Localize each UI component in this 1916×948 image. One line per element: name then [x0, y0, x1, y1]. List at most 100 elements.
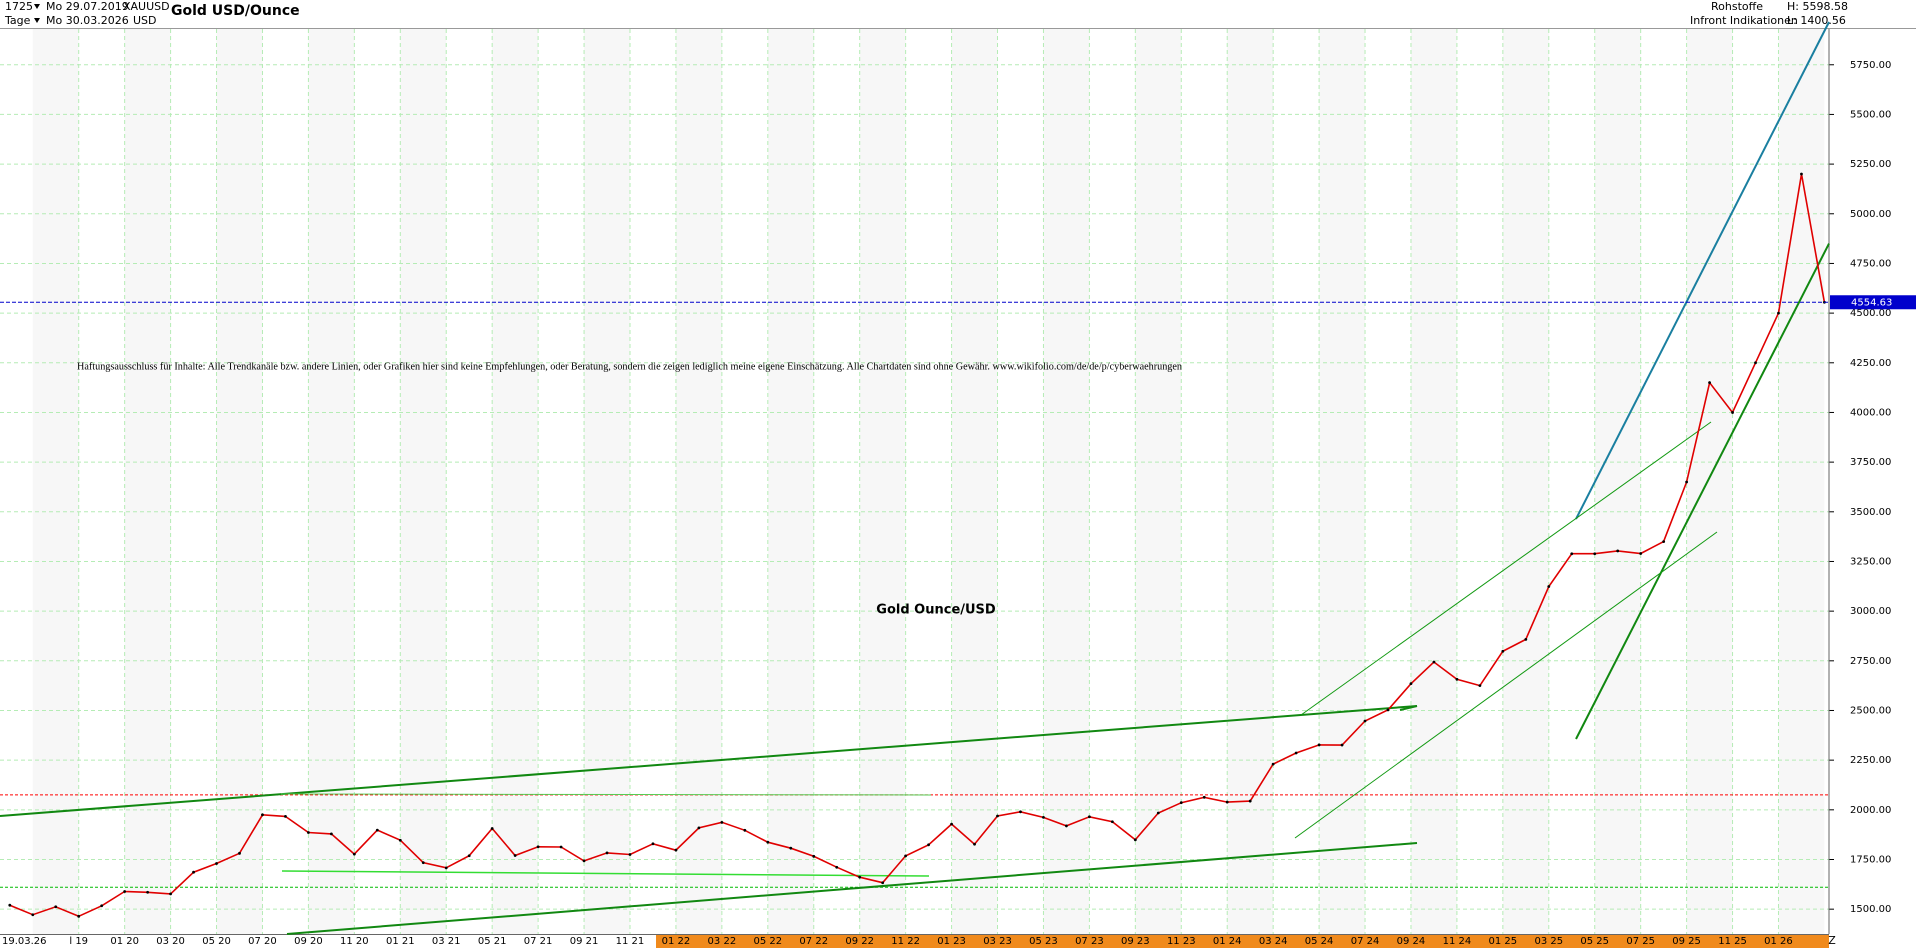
price-point — [490, 827, 494, 830]
trend-line — [280, 793, 932, 796]
price-point — [1156, 811, 1160, 815]
price-point — [421, 861, 425, 865]
price-point — [1179, 801, 1183, 805]
price-point — [1685, 480, 1689, 484]
count: 1725 — [5, 0, 33, 13]
price-point — [1800, 172, 1803, 176]
price-point — [513, 854, 517, 857]
price-point — [1455, 677, 1459, 681]
trend-line — [1294, 531, 1718, 839]
x-tick-label: 05 20 — [202, 936, 231, 947]
trend-line — [1575, 21, 1830, 520]
band — [124, 29, 171, 934]
x-tick-label: 01 23 — [937, 936, 966, 947]
x-tick-label: 05 21 — [478, 936, 507, 947]
band — [32, 29, 79, 934]
band — [1319, 29, 1366, 934]
price-point — [1248, 799, 1252, 803]
trend-line — [1300, 421, 1712, 716]
y-tick-label: 3500.00 — [1850, 507, 1891, 518]
x-tick-label: 11 22 — [891, 936, 920, 947]
band — [1410, 29, 1457, 934]
band — [951, 29, 998, 934]
x-tick-label: 07 20 — [248, 936, 277, 947]
price-point — [1777, 311, 1780, 315]
price-point — [1317, 743, 1321, 747]
band — [1227, 29, 1274, 934]
x-tick-label: 03 24 — [1259, 936, 1288, 947]
x-tick-label: 11 25 — [1718, 936, 1747, 947]
price-point — [398, 838, 402, 842]
band — [492, 29, 539, 934]
x-tick-label: 01 20 — [110, 936, 139, 947]
band — [859, 29, 906, 934]
date-marker: 19.03.26 — [2, 936, 47, 947]
trend-line — [1399, 705, 1418, 711]
band — [584, 29, 630, 934]
trend-line — [0, 705, 1418, 817]
period: Tage — [4, 14, 31, 27]
price-point — [261, 813, 264, 817]
price-point — [77, 914, 81, 918]
price-point — [1386, 708, 1390, 712]
price-point — [1042, 815, 1045, 819]
band — [400, 29, 447, 934]
price-point — [927, 843, 930, 847]
band — [675, 29, 722, 934]
x-tick-label: 11 21 — [616, 936, 645, 947]
price-point — [1478, 684, 1482, 688]
y-tick-label: 5250.00 — [1850, 159, 1891, 170]
price-point — [284, 814, 287, 818]
x-tick-label: 07 22 — [799, 936, 828, 947]
low: L: 1400.56 — [1787, 14, 1846, 27]
x-tick-label: 11 20 — [340, 936, 369, 947]
band — [1502, 29, 1549, 934]
price-point — [651, 842, 655, 846]
trend-line — [281, 870, 930, 877]
price-point — [467, 854, 471, 858]
x-tick-label: 01 22 — [662, 936, 691, 947]
y-tick-label: 2250.00 — [1850, 755, 1891, 766]
y-tick-label: 4000.00 — [1850, 407, 1891, 418]
price-point — [1019, 810, 1022, 814]
price-point — [1271, 762, 1275, 766]
price-point — [1616, 549, 1620, 553]
band — [1686, 29, 1733, 934]
dropdown-arrow[interactable] — [34, 4, 40, 9]
price-point — [192, 870, 195, 874]
price-point — [1225, 800, 1229, 804]
y-tick-label: 2750.00 — [1850, 656, 1891, 667]
y-tick-label: 3250.00 — [1850, 556, 1891, 567]
x-tick-label: 07 21 — [524, 936, 553, 947]
price-point — [720, 820, 724, 824]
price-point — [789, 846, 793, 850]
price-point — [238, 851, 241, 855]
price-point — [1294, 751, 1298, 755]
price-point — [1662, 540, 1666, 544]
price-point — [1065, 824, 1068, 828]
price-point — [123, 890, 127, 893]
price-point — [1731, 411, 1734, 414]
x-tick-label: 01 24 — [1213, 936, 1242, 947]
price-point — [100, 904, 104, 908]
x-tick-label: 03 21 — [432, 936, 461, 947]
price-point — [1547, 585, 1551, 588]
x-tick-label: 03 23 — [983, 936, 1012, 947]
x-tick-label: 09 23 — [1121, 936, 1150, 947]
price-point — [743, 828, 747, 832]
x-tick-label: 09 25 — [1672, 936, 1701, 947]
price-point — [1639, 552, 1643, 555]
band — [767, 29, 814, 934]
last-price-label: 4554.63 — [1851, 297, 1892, 308]
price-point — [8, 903, 12, 907]
end-date: Mo 30.03.2026 — [46, 14, 129, 27]
band — [1778, 29, 1825, 934]
x-tick-label: 11 23 — [1167, 936, 1196, 947]
price-point — [329, 832, 333, 836]
x-tick-label: 09 21 — [570, 936, 599, 947]
x-tick-label: 11 24 — [1443, 936, 1472, 947]
price-point — [973, 842, 976, 846]
band — [308, 29, 355, 934]
dropdown-arrow[interactable] — [34, 18, 40, 23]
